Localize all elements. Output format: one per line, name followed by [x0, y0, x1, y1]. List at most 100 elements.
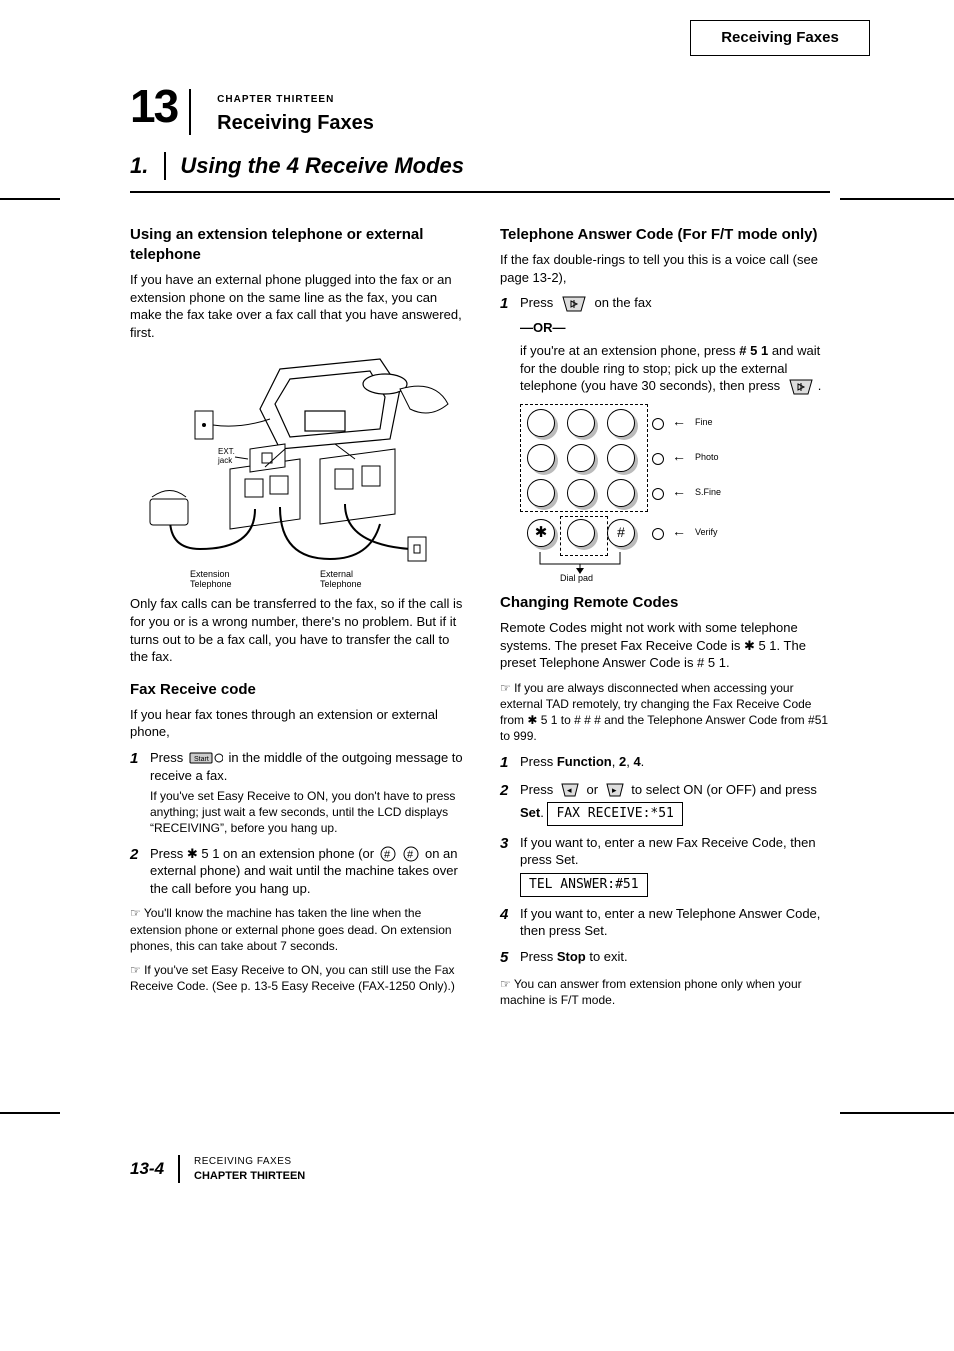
start-trapezoid-icon: [559, 295, 589, 313]
step-text: If you want to, enter a new Fax Receive …: [520, 835, 816, 868]
right-column: Telephone Answer Code (For F/T mode only…: [500, 211, 830, 1016]
step-number: 3: [500, 834, 520, 897]
step-5: 5 Press Stop to exit.: [500, 948, 830, 968]
or-divider: —OR—: [520, 319, 830, 337]
crop-tick: [840, 198, 954, 200]
section-header: 1. Using the 4 Receive Modes: [130, 151, 830, 181]
step-number: 2: [130, 845, 150, 898]
note: ☞ If you've set Easy Receive to ON, you …: [130, 962, 470, 994]
step-text: If you want to, enter a new Telephone An…: [520, 906, 820, 939]
step-text: .: [818, 378, 822, 393]
step-text: on an extension phone (or: [223, 846, 378, 861]
keypad-label: Fine: [695, 416, 713, 428]
step-text: on the fax: [594, 295, 651, 310]
arrow-icon: ←: [672, 447, 686, 466]
divider: [178, 1155, 180, 1183]
section-number: 1.: [130, 151, 162, 181]
divider: [164, 152, 166, 180]
step-text: Press: [150, 846, 187, 861]
paragraph: If you have an external phone plugged in…: [130, 271, 470, 341]
svg-text:jack: jack: [217, 456, 233, 465]
section-title: Using the 4 Receive Modes: [180, 151, 464, 181]
divider: [189, 89, 191, 135]
paragraph: Remote Codes might not work with some te…: [500, 619, 830, 672]
page-number: 13-4: [130, 1158, 164, 1181]
step-text: Press Function, 2, 4.: [520, 754, 644, 769]
step-text: Press Stop to exit.: [520, 949, 628, 964]
footer-line: RECEIVING FAXES: [194, 1155, 305, 1169]
keypad-label: S.Fine: [695, 486, 721, 498]
subheading: Telephone Answer Code (For F/T mode only…: [500, 225, 830, 245]
step-3: 3 If you want to, enter a new Fax Receiv…: [500, 834, 830, 897]
crop-tick: [0, 1112, 60, 1114]
keypad-diagram: ← Fine ← Photo ← S.Fine ✱ #: [520, 404, 780, 579]
step-text: Press: [520, 782, 557, 797]
step-2: 2 Press ◂ or ▸ to select ON (or OFF) and…: [500, 781, 830, 826]
step-number: 1: [130, 749, 150, 837]
chapter-title: Receiving Faxes: [217, 110, 374, 137]
svg-text:Start: Start: [194, 756, 209, 763]
svg-text:◂: ◂: [567, 785, 572, 795]
crop-tick: [840, 1112, 954, 1114]
step-text: Press: [150, 750, 187, 765]
paragraph: If the fax double-rings to tell you this…: [500, 251, 830, 286]
step-number: 2: [500, 781, 520, 826]
step-1: 1 Press on the fax —OR— if you're at an …: [500, 294, 830, 396]
keypad-label: Dial pad: [560, 572, 593, 584]
step-4: 4 If you want to, enter a new Telephone …: [500, 905, 830, 940]
step-1: 1 Press Start in the middle of the outgo…: [130, 749, 470, 837]
subheading: Using an extension telephone or external…: [130, 225, 470, 266]
keypad-label: Verify: [695, 526, 718, 538]
lcd-box: TEL ANSWER:#51: [520, 873, 648, 897]
hash-key-icon: #: [403, 846, 419, 862]
svg-text:#: #: [384, 849, 391, 861]
svg-text:Telephone: Telephone: [320, 579, 362, 589]
horizontal-rule: [130, 191, 830, 193]
arrow-icon: ←: [672, 412, 686, 431]
two-column-body: Using an extension telephone or external…: [130, 211, 830, 1016]
chapter-header: 13 CHAPTER THIRTEEN Receiving Faxes: [130, 75, 830, 137]
step-2: 2 Press ✱ 5 1 on an extension phone (or …: [130, 845, 470, 898]
left-column: Using an extension telephone or external…: [130, 211, 470, 1016]
arrow-icon: ←: [672, 482, 686, 501]
note: ☞ You'll know the machine has taken the …: [130, 905, 470, 954]
page-footer: 13-4 RECEIVING FAXES CHAPTER THIRTEEN: [130, 1155, 305, 1183]
code-text: ✱ 5 1: [187, 846, 220, 861]
step-note: If you've set Easy Receive to ON, you do…: [150, 788, 470, 837]
note: ☞ If you are always disconnected when ac…: [500, 680, 830, 745]
start-key-icon: Start: [189, 751, 223, 767]
svg-text:Extension: Extension: [190, 569, 230, 579]
subheading: Fax Receive code: [130, 680, 470, 700]
svg-text:▸: ▸: [612, 785, 617, 795]
hookup-diagram: EXT. jack Extension Telephone External T…: [130, 349, 470, 589]
step-number: 1: [500, 753, 520, 773]
chapter-number: 13: [130, 75, 177, 137]
right-trapezoid-icon: ▸: [604, 782, 626, 798]
svg-text:EXT.: EXT.: [218, 447, 235, 456]
step-text: Press: [520, 295, 557, 310]
chapter-label: CHAPTER THIRTEEN: [217, 93, 374, 107]
section-tab: Receiving Faxes: [690, 20, 870, 56]
step-number: 5: [500, 948, 520, 968]
note: ☞ You can answer from extension phone on…: [500, 976, 830, 1008]
lcd-box: FAX RECEIVE:*51: [547, 802, 682, 826]
step-text: or: [586, 782, 601, 797]
page-root: Receiving Faxes 13 CHAPTER THIRTEEN Rece…: [130, 20, 830, 1016]
footer-line: CHAPTER THIRTEEN: [194, 1169, 305, 1184]
left-trapezoid-icon: ◂: [559, 782, 581, 798]
hash-key-icon: #: [380, 846, 396, 862]
crop-tick: [0, 198, 60, 200]
keypad-label: Photo: [695, 451, 719, 463]
svg-text:Telephone: Telephone: [190, 579, 232, 589]
start-trapezoid-icon: [786, 378, 816, 396]
svg-text:#: #: [407, 849, 414, 861]
step-text: if you're at an extension phone, press #…: [520, 343, 820, 393]
paragraph: If you hear fax tones through an extensi…: [130, 706, 470, 741]
paragraph: Only fax calls can be transferred to the…: [130, 595, 470, 665]
subheading: Changing Remote Codes: [500, 593, 830, 613]
step-number: 4: [500, 905, 520, 940]
arrow-icon: ←: [672, 522, 686, 541]
step-1: 1 Press Function, 2, 4.: [500, 753, 830, 773]
step-number: 1: [500, 294, 520, 396]
svg-text:External: External: [320, 569, 353, 579]
